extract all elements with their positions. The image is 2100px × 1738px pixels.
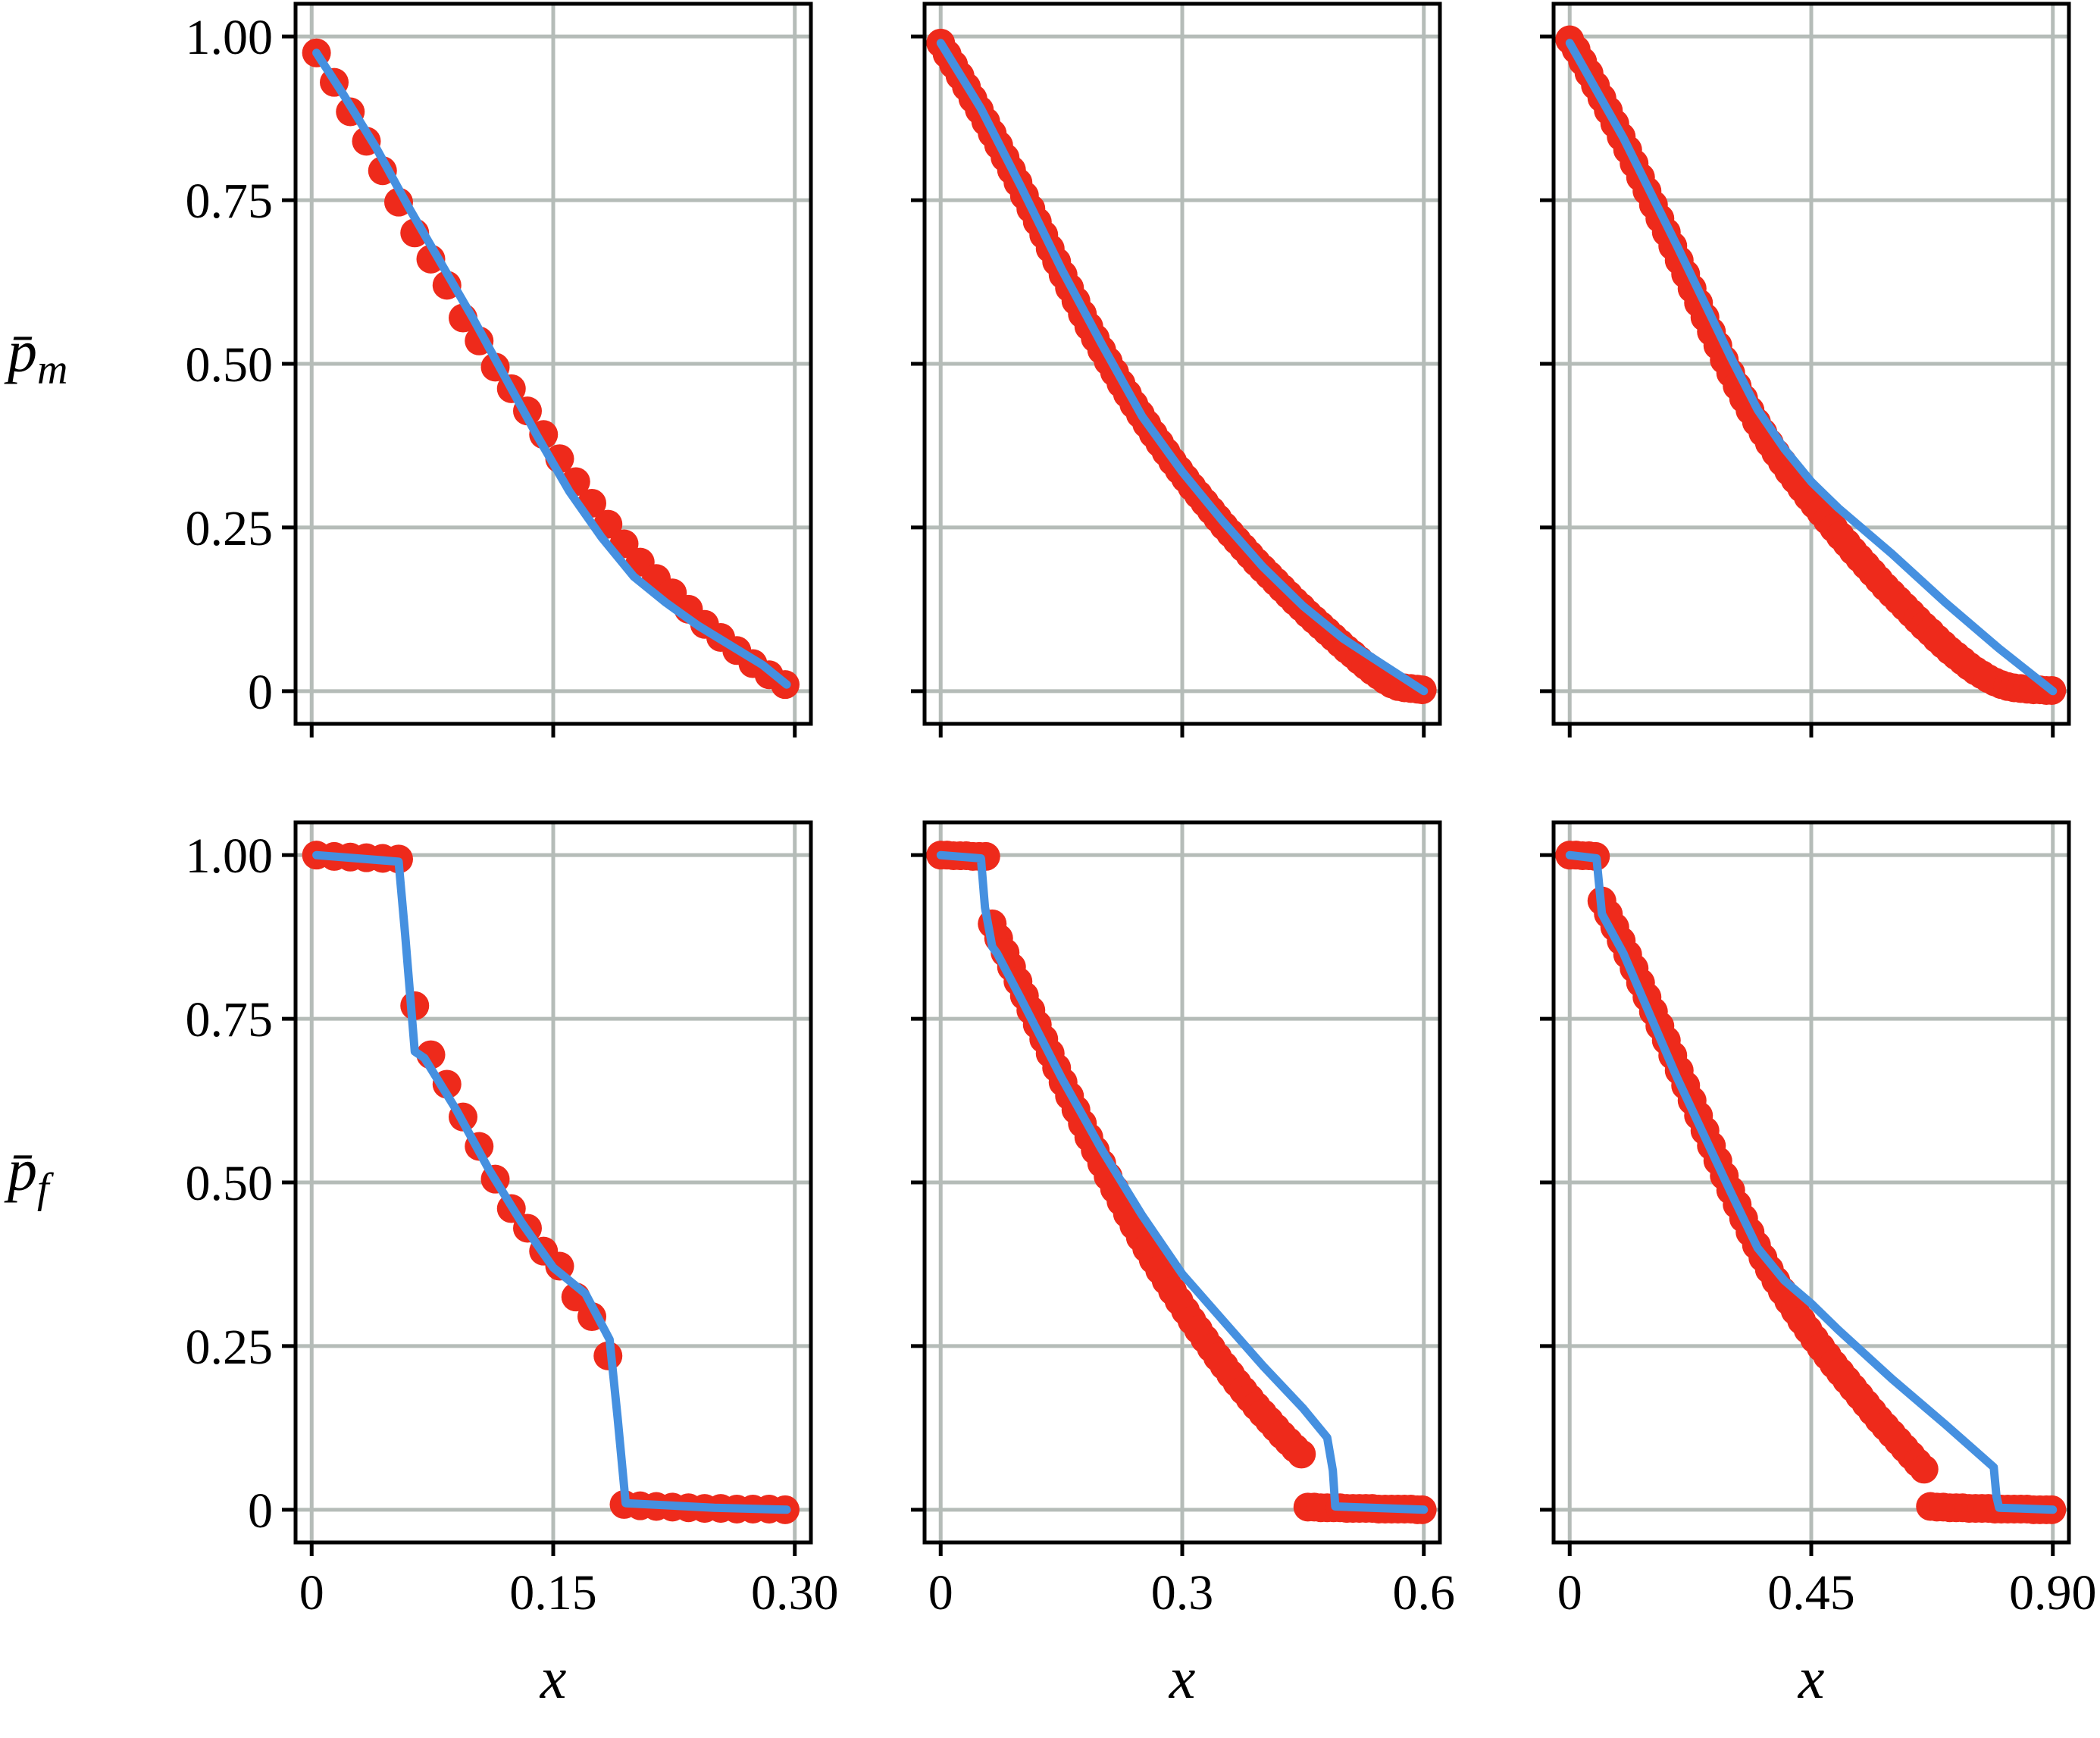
series-line xyxy=(1565,39,2058,696)
plot-area xyxy=(302,38,800,700)
x-tick-label: 0 xyxy=(928,1565,953,1621)
data-point xyxy=(1287,1439,1316,1469)
x-tick-label: 0 xyxy=(299,1565,324,1621)
x-axis-label: x xyxy=(1798,1645,1825,1711)
x-tick-label: 0.3 xyxy=(1151,1565,1214,1621)
y-tick-label: 0.75 xyxy=(186,174,274,229)
subplot-r1-c1: 0 0.3 0.6 x xyxy=(911,820,1456,1711)
plot-area xyxy=(1555,25,2067,705)
x-axis-label: x xyxy=(1169,1645,1196,1711)
subplot-r1-c2: 0 0.45 0.90 x xyxy=(1540,820,2097,1711)
y-tick-label: 0.75 xyxy=(186,992,274,1047)
y-axis-label: p̄m xyxy=(4,318,67,393)
y-tick-label: 1.00 xyxy=(186,828,274,884)
plot-area xyxy=(926,28,1437,705)
subplot-r0-c0: 0 0.25 0.50 0.75 1.00 p̄m xyxy=(4,2,813,737)
y-axis-label: p̄f xyxy=(4,1137,55,1212)
plot-area xyxy=(926,841,1437,1524)
series-line xyxy=(1565,850,2058,1514)
y-tick-label: 0.25 xyxy=(186,1320,274,1375)
x-tick-label: 0.45 xyxy=(1767,1565,1855,1621)
x-tick-label: 0.30 xyxy=(751,1565,839,1621)
x-tick-label: 0.90 xyxy=(2009,1565,2097,1621)
series-line xyxy=(312,850,791,1514)
series-line xyxy=(936,39,1429,696)
series-line xyxy=(312,49,791,689)
subplot-r0-c1 xyxy=(911,2,1442,737)
y-tick-label: 0 xyxy=(248,665,273,720)
subplot-r0-c2 xyxy=(1540,2,2071,737)
plot-area xyxy=(1555,841,2067,1524)
y-tick-label: 0.25 xyxy=(186,501,274,556)
y-tick-label: 0 xyxy=(248,1483,273,1539)
x-tick-label: 0.15 xyxy=(509,1565,597,1621)
y-tick-label: 0.50 xyxy=(186,1156,274,1211)
data-point xyxy=(1909,1455,1939,1484)
x-tick-label: 0.6 xyxy=(1393,1565,1456,1621)
plot-area xyxy=(302,841,800,1524)
x-axis-label: x xyxy=(540,1645,567,1711)
series-line xyxy=(936,850,1429,1514)
y-tick-label: 1.00 xyxy=(186,10,274,65)
x-tick-label: 0 xyxy=(1557,1565,1582,1621)
y-tick-label: 0.50 xyxy=(186,337,274,393)
subplot-r1-c0: 0 0.15 0.30 0 0.25 0.50 0.75 1.00 x p̄f xyxy=(4,820,839,1711)
